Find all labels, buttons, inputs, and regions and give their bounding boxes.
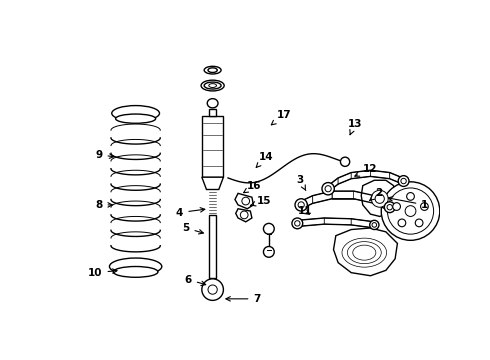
Text: 5: 5 bbox=[182, 223, 203, 234]
Text: 14: 14 bbox=[256, 152, 273, 167]
Polygon shape bbox=[390, 172, 403, 184]
Bar bbox=[209, 215, 217, 278]
Circle shape bbox=[381, 182, 440, 240]
Ellipse shape bbox=[298, 202, 304, 208]
Text: 1: 1 bbox=[388, 197, 429, 210]
Text: 3: 3 bbox=[296, 175, 306, 190]
Ellipse shape bbox=[201, 80, 224, 91]
Circle shape bbox=[407, 193, 415, 200]
Text: 13: 13 bbox=[347, 119, 362, 135]
Text: 9: 9 bbox=[96, 150, 114, 160]
Ellipse shape bbox=[113, 266, 158, 277]
Polygon shape bbox=[351, 170, 370, 179]
Ellipse shape bbox=[209, 84, 217, 87]
Bar bbox=[202, 116, 223, 177]
Ellipse shape bbox=[372, 222, 377, 227]
Circle shape bbox=[241, 211, 248, 219]
Ellipse shape bbox=[204, 82, 221, 89]
Polygon shape bbox=[332, 191, 354, 199]
Circle shape bbox=[242, 197, 249, 205]
Circle shape bbox=[405, 206, 416, 216]
Ellipse shape bbox=[375, 194, 384, 203]
Polygon shape bbox=[324, 218, 351, 225]
Polygon shape bbox=[338, 172, 351, 184]
Polygon shape bbox=[236, 209, 252, 222]
Ellipse shape bbox=[387, 204, 392, 210]
Ellipse shape bbox=[322, 183, 334, 195]
Text: 16: 16 bbox=[244, 181, 262, 193]
Polygon shape bbox=[374, 195, 390, 211]
Circle shape bbox=[398, 219, 406, 227]
Ellipse shape bbox=[295, 199, 307, 211]
Polygon shape bbox=[235, 193, 253, 209]
Ellipse shape bbox=[112, 105, 159, 121]
Circle shape bbox=[388, 188, 434, 234]
Circle shape bbox=[202, 279, 223, 300]
Circle shape bbox=[264, 223, 274, 234]
Polygon shape bbox=[361, 180, 395, 216]
Circle shape bbox=[393, 203, 400, 210]
Ellipse shape bbox=[384, 202, 395, 213]
Text: 10: 10 bbox=[88, 267, 117, 278]
Text: 15: 15 bbox=[251, 196, 271, 206]
Text: 11: 11 bbox=[297, 206, 312, 216]
Polygon shape bbox=[370, 170, 390, 179]
Ellipse shape bbox=[325, 186, 331, 192]
Ellipse shape bbox=[208, 68, 217, 72]
Text: 4: 4 bbox=[176, 208, 205, 217]
Polygon shape bbox=[202, 177, 223, 189]
Polygon shape bbox=[351, 219, 374, 228]
Polygon shape bbox=[297, 218, 324, 226]
Circle shape bbox=[208, 285, 217, 294]
Ellipse shape bbox=[401, 178, 406, 184]
Text: 12: 12 bbox=[355, 164, 377, 176]
Text: 6: 6 bbox=[185, 275, 206, 285]
Text: 8: 8 bbox=[95, 200, 112, 210]
Ellipse shape bbox=[370, 220, 379, 230]
Circle shape bbox=[420, 203, 428, 210]
Ellipse shape bbox=[371, 190, 388, 207]
Ellipse shape bbox=[116, 114, 156, 123]
Ellipse shape bbox=[109, 258, 162, 275]
Ellipse shape bbox=[294, 221, 300, 226]
Polygon shape bbox=[313, 191, 332, 203]
Circle shape bbox=[341, 157, 350, 166]
Ellipse shape bbox=[398, 176, 409, 186]
Text: 17: 17 bbox=[271, 110, 291, 125]
Ellipse shape bbox=[207, 99, 218, 108]
Ellipse shape bbox=[204, 66, 221, 74]
Circle shape bbox=[264, 247, 274, 257]
Polygon shape bbox=[334, 228, 397, 276]
Polygon shape bbox=[328, 178, 338, 192]
Circle shape bbox=[415, 219, 423, 227]
Text: 7: 7 bbox=[226, 294, 261, 304]
Text: 2: 2 bbox=[369, 188, 382, 201]
Polygon shape bbox=[301, 195, 313, 209]
Ellipse shape bbox=[292, 218, 303, 229]
Bar bbox=[209, 109, 217, 116]
Polygon shape bbox=[354, 191, 374, 203]
